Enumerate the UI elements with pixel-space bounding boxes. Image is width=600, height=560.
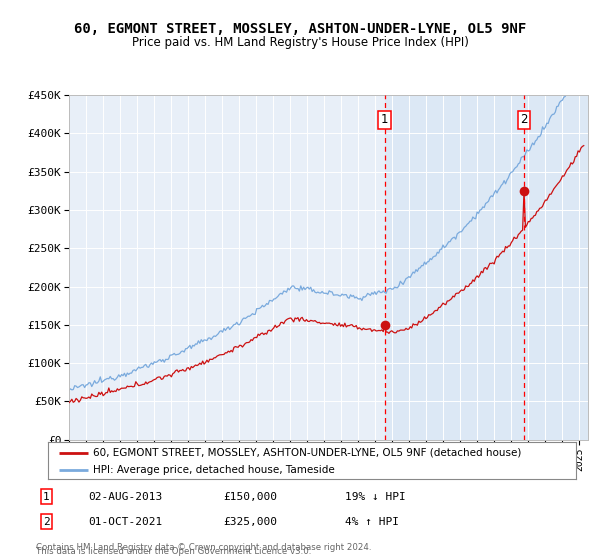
Text: This data is licensed under the Open Government Licence v3.0.: This data is licensed under the Open Gov…	[35, 548, 311, 557]
Text: 4% ↑ HPI: 4% ↑ HPI	[344, 517, 398, 526]
Text: Contains HM Land Registry data © Crown copyright and database right 2024.: Contains HM Land Registry data © Crown c…	[35, 543, 371, 552]
Text: Price paid vs. HM Land Registry's House Price Index (HPI): Price paid vs. HM Land Registry's House …	[131, 36, 469, 49]
Text: HPI: Average price, detached house, Tameside: HPI: Average price, detached house, Tame…	[93, 465, 335, 475]
Text: 2: 2	[520, 113, 528, 126]
Text: 19% ↓ HPI: 19% ↓ HPI	[344, 492, 406, 502]
Text: 1: 1	[381, 113, 388, 126]
Text: 60, EGMONT STREET, MOSSLEY, ASHTON-UNDER-LYNE, OL5 9NF (detached house): 60, EGMONT STREET, MOSSLEY, ASHTON-UNDER…	[93, 447, 521, 458]
Text: 1: 1	[43, 492, 50, 502]
Text: £150,000: £150,000	[223, 492, 277, 502]
Text: 2: 2	[43, 517, 50, 526]
Text: 60, EGMONT STREET, MOSSLEY, ASHTON-UNDER-LYNE, OL5 9NF: 60, EGMONT STREET, MOSSLEY, ASHTON-UNDER…	[74, 22, 526, 36]
Bar	[385, 95, 588, 440]
Text: 01-OCT-2021: 01-OCT-2021	[88, 517, 162, 526]
Text: £325,000: £325,000	[223, 517, 277, 526]
Text: 02-AUG-2013: 02-AUG-2013	[88, 492, 162, 502]
